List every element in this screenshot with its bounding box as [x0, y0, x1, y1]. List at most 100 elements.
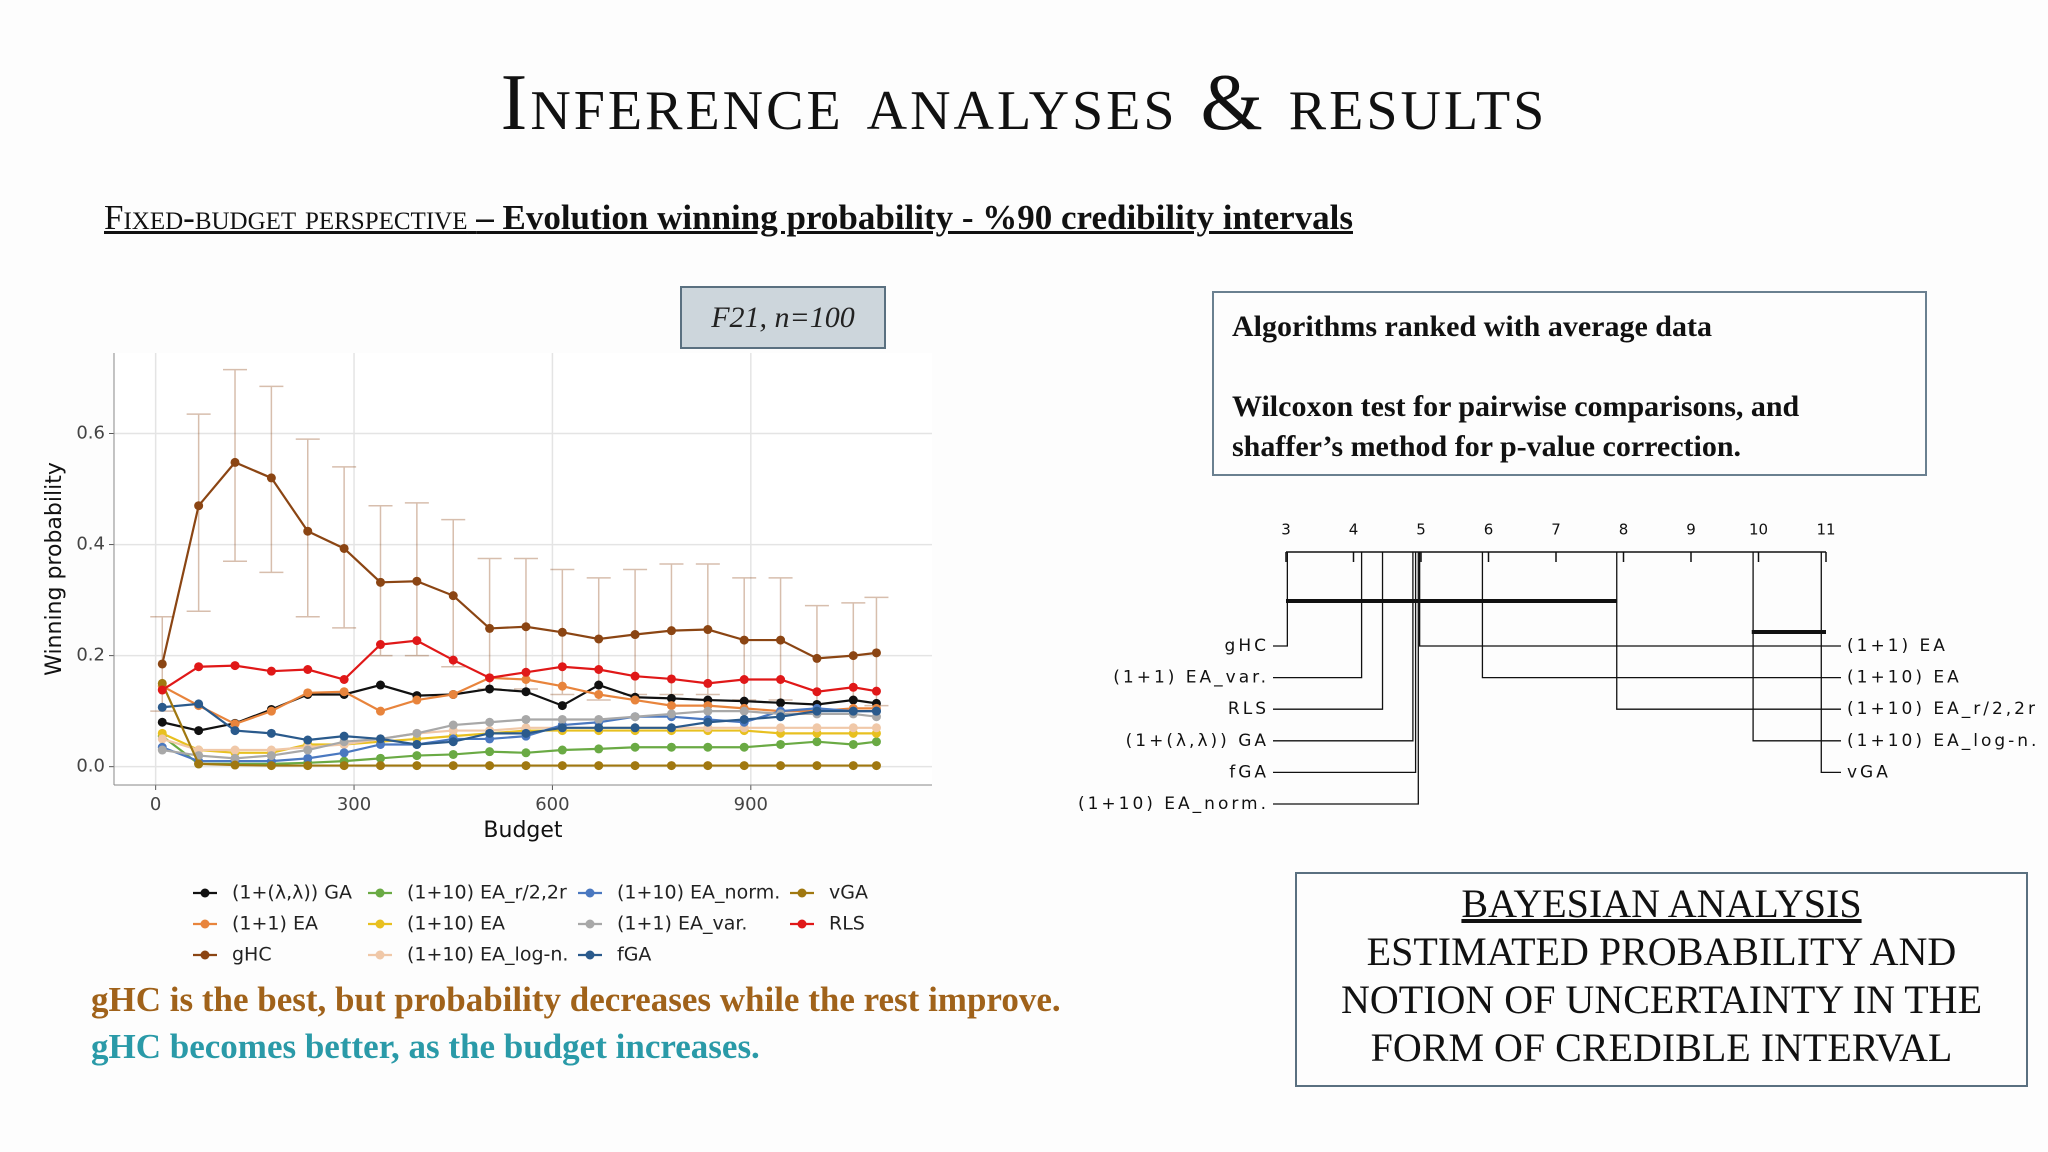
- cd-tick-label: 10: [1749, 521, 1768, 539]
- data-point: [557, 681, 567, 691]
- data-point: [521, 714, 531, 724]
- cd-connector: [1481, 552, 1841, 679]
- data-point: [812, 653, 822, 663]
- legend-label: (1+10) EA_r/2,2r: [407, 882, 567, 904]
- data-point: [448, 720, 458, 730]
- cd-connector: [1273, 552, 1288, 647]
- data-point: [448, 689, 458, 699]
- cd-connector: [1820, 552, 1841, 774]
- data-point: [703, 717, 713, 727]
- data-point: [485, 747, 495, 757]
- data-point: [157, 685, 167, 695]
- data-point: [157, 745, 167, 755]
- data-point: [412, 728, 422, 738]
- cd-tick-label: 6: [1484, 521, 1494, 539]
- data-point: [157, 717, 167, 727]
- data-point: [521, 687, 531, 697]
- data-point: [739, 714, 749, 724]
- legend-swatch: [200, 950, 210, 960]
- data-point: [266, 666, 276, 676]
- data-point: [594, 761, 604, 771]
- data-point: [485, 673, 495, 683]
- data-point: [848, 651, 858, 661]
- data-point: [448, 655, 458, 665]
- data-point: [703, 625, 713, 635]
- data-point: [557, 627, 567, 637]
- legend-label: (1+(λ,λ)) GA: [232, 882, 352, 904]
- cd-label: (1+10) EA: [1847, 668, 1962, 688]
- data-point: [485, 623, 495, 633]
- info-line: Algorithms ranked with average data: [1232, 310, 1712, 343]
- data-point: [303, 688, 313, 698]
- data-point: [776, 761, 786, 771]
- data-point: [703, 678, 713, 688]
- data-point: [194, 726, 204, 736]
- legend-label: (1+10) EA_log-n.: [407, 944, 568, 966]
- data-point: [812, 706, 822, 716]
- data-point: [339, 687, 349, 697]
- data-point: [871, 737, 881, 747]
- slide-title: Inference analyses & results: [500, 59, 1548, 147]
- cd-connector: [1419, 552, 1841, 647]
- legend-swatch: [585, 950, 595, 960]
- data-point: [230, 719, 240, 729]
- data-point: [266, 706, 276, 716]
- cd-label: (1+10) EA_r/2,2r: [1847, 699, 2038, 719]
- data-point: [630, 671, 640, 681]
- data-point: [739, 761, 749, 771]
- info-box: Algorithms ranked with average data Wilc…: [1212, 291, 1927, 476]
- data-point: [194, 662, 204, 672]
- data-point: [339, 674, 349, 684]
- data-point: [230, 745, 240, 755]
- data-point: [666, 701, 676, 711]
- data-point: [303, 753, 313, 763]
- legend-swatch: [375, 919, 385, 929]
- data-point: [594, 744, 604, 754]
- data-point: [630, 630, 640, 640]
- data-point: [871, 686, 881, 696]
- data-point: [776, 723, 786, 733]
- data-point: [630, 742, 640, 752]
- bayesian-box: BAYESIAN ANALYSIS ESTIMATED PROBABILITY …: [1295, 872, 2028, 1087]
- legend-label: fGA: [617, 944, 651, 966]
- data-point: [412, 751, 422, 761]
- data-point: [157, 659, 167, 669]
- subtitle-caps: Fixed-budget perspective: [104, 198, 468, 237]
- x-tick-label: 600: [535, 794, 569, 815]
- cd-label: (1+1) EA: [1847, 636, 1948, 656]
- data-point: [412, 761, 422, 771]
- data-point: [848, 723, 858, 733]
- cd-connector: [1273, 552, 1419, 805]
- data-point: [594, 723, 604, 733]
- data-point: [266, 473, 276, 483]
- cd-connector: [1273, 552, 1417, 774]
- data-point: [521, 728, 531, 738]
- data-point: [412, 636, 422, 646]
- cd-tick-label: 4: [1349, 521, 1359, 539]
- data-point: [557, 745, 567, 755]
- data-point: [448, 749, 458, 759]
- data-point: [448, 761, 458, 771]
- data-point: [412, 576, 422, 586]
- bayesian-heading: BAYESIAN ANALYSIS: [1461, 881, 1862, 926]
- data-point: [630, 695, 640, 705]
- data-point: [521, 761, 531, 771]
- data-point: [666, 709, 676, 719]
- data-point: [812, 723, 822, 733]
- data-point: [194, 699, 204, 709]
- data-point: [739, 674, 749, 684]
- data-point: [776, 712, 786, 722]
- cd-tick-label: 8: [1619, 521, 1629, 539]
- data-point: [703, 706, 713, 716]
- data-point: [666, 723, 676, 733]
- y-tick-label: 0.4: [76, 534, 105, 555]
- data-point: [557, 761, 567, 771]
- data-point: [303, 665, 313, 675]
- subtitle-text: – Evolution winning probability - %90 cr…: [476, 198, 1353, 237]
- legend-label: (1+1) EA: [232, 913, 318, 935]
- data-point: [375, 577, 385, 587]
- data-point: [157, 734, 167, 744]
- x-tick-label: 300: [337, 794, 371, 815]
- data-point: [871, 761, 881, 771]
